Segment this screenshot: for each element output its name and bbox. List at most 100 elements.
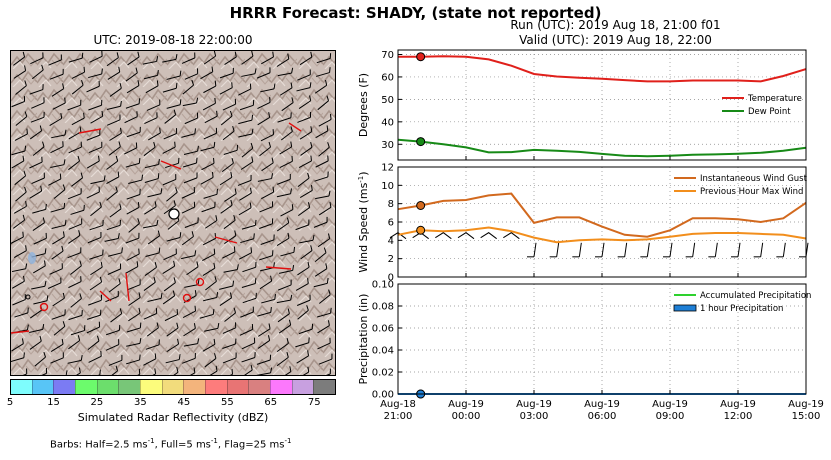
wind-barb	[219, 82, 233, 95]
wind-barb	[219, 280, 235, 290]
wind-barb	[276, 217, 290, 232]
wind-barb	[276, 352, 289, 367]
wind-barb	[30, 52, 44, 65]
wind-barb	[109, 82, 122, 97]
barbs-legend-note: Barbs: Half=2.5 ms-1, Full=5 ms-1, Flag=…	[50, 437, 292, 451]
colorbar-swatch	[226, 380, 249, 394]
wind-barb	[12, 214, 26, 229]
wind-barb	[67, 247, 82, 259]
wind-barb	[128, 292, 141, 306]
wind-barb	[166, 99, 182, 109]
wind-barb	[299, 126, 313, 140]
red-wind-barb	[78, 128, 102, 134]
wind-barb	[203, 127, 218, 140]
colorbar-swatch	[183, 380, 206, 394]
wind-barb	[29, 335, 42, 350]
wind-barb	[86, 80, 100, 93]
wind-barb	[126, 248, 140, 261]
x-tick-label: Aug-19	[788, 399, 824, 410]
wind-barb	[200, 141, 216, 152]
wind-barb	[240, 156, 254, 170]
wind-barb	[241, 352, 256, 363]
wind-barb	[143, 276, 156, 291]
wind-barb	[297, 172, 310, 187]
wind-barb	[183, 338, 200, 347]
red-wind-barb	[125, 272, 130, 302]
colorbar-swatch	[96, 380, 119, 394]
wind-barb	[239, 323, 254, 336]
wind-barb	[32, 260, 46, 274]
wind-barb	[13, 51, 26, 66]
wind-barb	[166, 187, 178, 202]
wind-barb	[276, 188, 292, 198]
wind-barb	[204, 215, 218, 229]
wind-barb	[259, 250, 274, 261]
wind-barb	[182, 157, 198, 168]
wind-barb	[108, 354, 123, 366]
wind-barb	[30, 111, 45, 123]
wind-barb	[106, 324, 121, 336]
colorbar-tick-label: 55	[220, 397, 234, 408]
station-marker	[168, 208, 180, 220]
y-axis-label: Precipitation (in)	[357, 294, 370, 385]
wind-barb	[259, 218, 274, 229]
wind-barb	[166, 338, 180, 353]
wind-barb	[48, 173, 62, 186]
wind-barb	[163, 128, 178, 140]
wind-barb	[143, 308, 158, 320]
wind-barb	[144, 112, 158, 124]
wind-barb	[277, 279, 292, 291]
wind-barb	[457, 232, 475, 240]
wind-barb	[29, 323, 45, 334]
x-tick-label: Aug-19	[448, 399, 484, 410]
x-tick-label: 21:00	[384, 411, 413, 422]
wind-barb	[297, 112, 312, 123]
wind-barb	[261, 293, 276, 304]
wind-barb	[315, 125, 329, 139]
wind-barb	[128, 218, 140, 233]
wind-barb	[276, 53, 290, 67]
legend-label: Previous Hour Max Wind	[700, 187, 803, 197]
wind-barb	[90, 261, 103, 276]
wind-barb	[86, 369, 101, 375]
wind-barb	[220, 110, 233, 126]
wind-barb	[259, 262, 275, 272]
wind-barb	[31, 172, 45, 185]
wind-barb	[222, 125, 235, 141]
wind-barb	[241, 219, 257, 230]
wind-barb	[144, 173, 160, 183]
legend-label: Temperature	[747, 94, 802, 104]
y-tick-label: 50	[381, 95, 394, 106]
wind-barb	[259, 201, 274, 213]
x-tick-label: 15:00	[792, 411, 821, 422]
y-tick-label: 0	[388, 273, 394, 284]
x-tick-label: Aug-19	[584, 399, 620, 410]
wind-barb	[183, 172, 198, 184]
series-line	[397, 138, 807, 158]
wind-barb	[313, 277, 329, 288]
wind-barb	[280, 126, 293, 141]
legend-label: Dew Point	[748, 107, 791, 117]
wind-barb	[145, 339, 160, 350]
wind-barb	[223, 144, 239, 155]
wind-barb	[280, 204, 294, 217]
wind-barb	[222, 338, 237, 349]
wind-barb	[106, 186, 118, 201]
wind-barb	[146, 99, 161, 111]
wind-barb	[164, 309, 179, 322]
wind-barb	[47, 277, 62, 289]
wind-barb	[276, 173, 291, 185]
wind-barb	[318, 201, 332, 216]
wind-barb	[480, 232, 497, 240]
current-value-marker	[416, 201, 426, 210]
wind-barb	[692, 242, 696, 257]
wind-barb	[205, 276, 217, 291]
wind-barb	[317, 320, 330, 334]
wind-barb	[316, 368, 331, 375]
x-tick-label: 12:00	[724, 411, 753, 422]
colorbar-swatch	[161, 380, 184, 394]
colorbar-tick-label: 15	[47, 397, 60, 408]
wind-barb	[257, 335, 271, 349]
wind-barb	[11, 352, 25, 363]
wind-barb	[126, 202, 140, 215]
